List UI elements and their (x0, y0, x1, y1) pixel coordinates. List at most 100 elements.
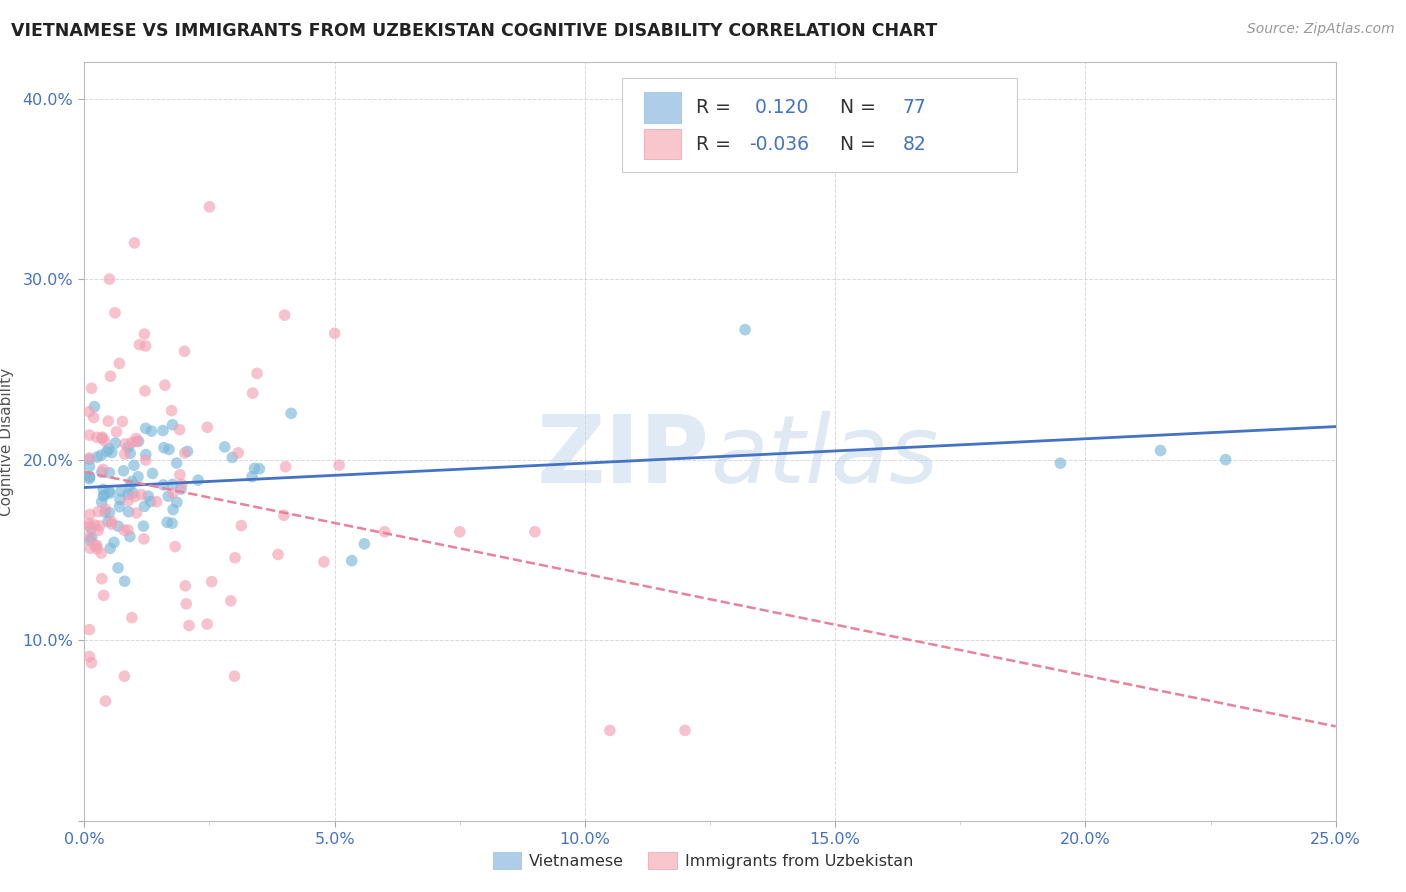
FancyBboxPatch shape (644, 129, 682, 160)
Point (90, 431, 112, 445)
Y-axis label: Cognitive Disability: Cognitive Disability (0, 368, 14, 516)
Point (173, 446, 195, 460)
Point (153, 378, 176, 392)
Point (273, 508, 295, 523)
Point (104, 436, 127, 450)
Point (134, 384, 156, 398)
Point (134, 326, 156, 341)
Point (374, 524, 396, 539)
Point (79, 459, 101, 474)
Point (177, 618, 200, 632)
Point (340, 554, 363, 568)
Text: 77: 77 (903, 98, 927, 117)
Point (107, 561, 129, 575)
Text: 82: 82 (903, 135, 927, 153)
Point (79, 533, 101, 548)
Point (97, 442, 120, 456)
Text: R =: R = (696, 98, 737, 117)
Point (122, 458, 145, 473)
Point (87, 505, 110, 519)
Point (162, 477, 184, 491)
Point (104, 306, 127, 320)
Point (100, 517, 122, 532)
Point (90, 572, 112, 586)
FancyBboxPatch shape (644, 93, 682, 123)
Point (100, 514, 122, 528)
Point (94, 502, 117, 516)
Point (312, 555, 335, 569)
Point (79, 516, 101, 531)
Point (86, 450, 108, 464)
Point (83, 400, 105, 414)
Text: 0.120: 0.120 (749, 98, 808, 117)
Point (110, 484, 132, 499)
Point (169, 467, 191, 482)
Text: N =: N = (828, 135, 882, 153)
Point (83, 518, 105, 533)
Point (121, 610, 143, 624)
Point (93, 488, 115, 502)
Text: Source: ZipAtlas.com: Source: ZipAtlas.com (1247, 22, 1395, 37)
Point (80, 522, 103, 536)
Point (273, 308, 295, 322)
Point (243, 461, 266, 475)
Point (117, 523, 139, 537)
Point (160, 516, 183, 531)
Point (224, 550, 246, 565)
Point (141, 424, 163, 438)
Point (112, 464, 135, 478)
Point (125, 506, 148, 520)
Point (112, 669, 135, 683)
Point (353, 537, 375, 551)
Point (80, 381, 103, 395)
Point (100, 369, 122, 384)
Point (80, 531, 103, 545)
Point (242, 386, 264, 401)
Point (224, 669, 246, 683)
Point (162, 417, 184, 432)
Text: R =: R = (696, 135, 737, 153)
Point (89, 518, 111, 533)
Point (219, 594, 242, 608)
Point (91, 430, 114, 444)
Point (96, 444, 118, 458)
Point (120, 478, 142, 492)
Point (323, 326, 346, 341)
Point (201, 574, 224, 589)
Point (135, 339, 157, 353)
FancyBboxPatch shape (623, 78, 1017, 172)
Point (98, 541, 121, 556)
Point (114, 574, 136, 589)
Point (93, 489, 115, 503)
Point (247, 462, 270, 476)
Text: atlas: atlas (710, 411, 938, 502)
Point (280, 406, 302, 420)
Point (79, 469, 101, 483)
Point (176, 444, 198, 458)
Point (79, 508, 101, 522)
Point (132, 519, 155, 533)
Point (91, 462, 114, 476)
Point (141, 467, 163, 481)
Point (157, 442, 180, 457)
Point (101, 445, 124, 459)
Point (112, 523, 135, 537)
Point (449, 524, 471, 539)
Point (174, 579, 197, 593)
Point (246, 367, 269, 381)
Point (125, 434, 148, 449)
Point (97, 484, 120, 499)
Point (1149, 443, 1171, 458)
Point (98, 486, 121, 500)
Point (162, 486, 184, 500)
Point (165, 540, 187, 554)
Point (117, 441, 139, 455)
Point (79, 530, 101, 544)
Point (114, 437, 136, 451)
Point (79, 470, 101, 484)
Point (599, 723, 621, 738)
Point (93, 434, 115, 448)
Point (80, 656, 103, 670)
Point (117, 493, 139, 508)
Point (1215, 452, 1237, 467)
